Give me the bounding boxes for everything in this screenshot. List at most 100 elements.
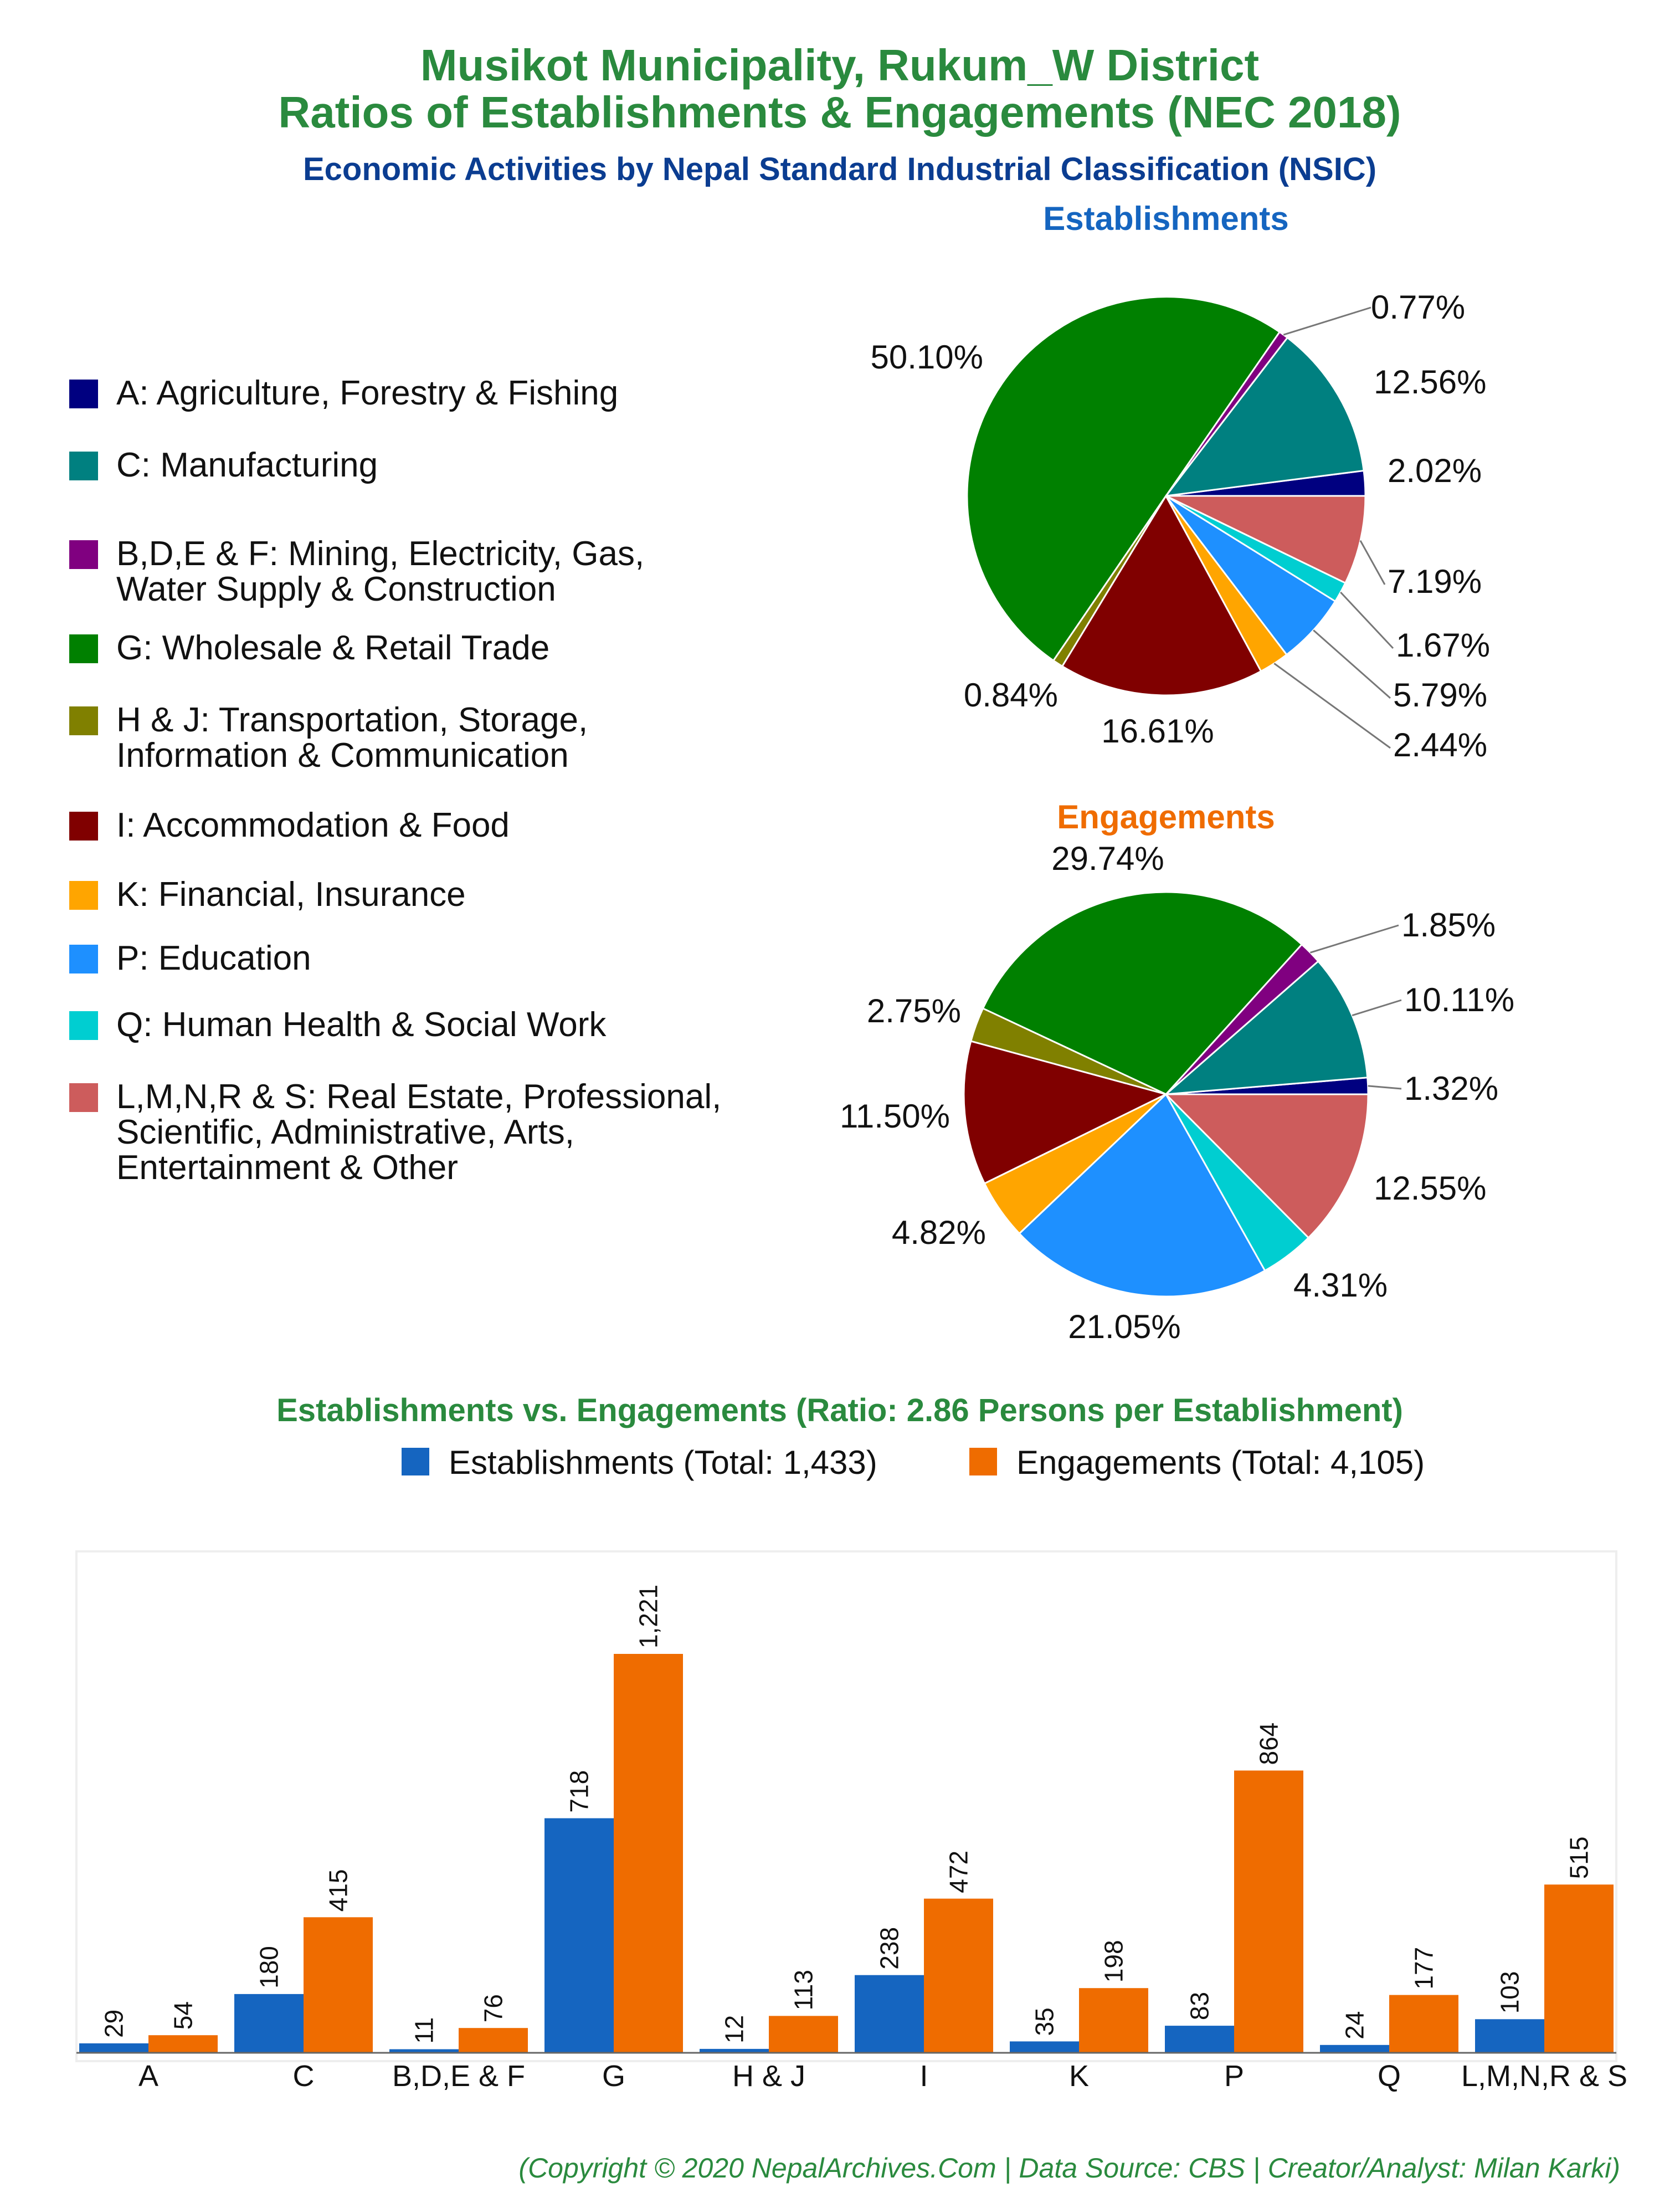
bar-engagements-c	[304, 1917, 373, 2053]
pie-slice-l-m-n-r-s	[1165, 495, 1366, 585]
bar-establishments-c	[234, 1994, 304, 2053]
engagements-pie-title: Engagements	[1057, 798, 1275, 836]
bar-establishments-i	[855, 1975, 924, 2053]
chart-subtitle: Economic Activities by Nepal Standard In…	[303, 151, 1376, 187]
chart-title-line-2: Ratios of Establishments & Engagements (…	[278, 88, 1401, 137]
pct-label-b-d-e-f: 1.85%	[1401, 906, 1496, 944]
pct-label-a: 1.32%	[1404, 1070, 1498, 1107]
pie-slice-i	[963, 1040, 1169, 1185]
legend-swatch-h-j	[69, 706, 98, 735]
x-tick-q: Q	[1378, 2059, 1401, 2093]
bar-value-engagements-a: 54	[169, 2001, 198, 2030]
copyright-footer: (Copyright © 2020 NepalArchives.Com | Da…	[518, 2153, 1620, 2184]
x-tick-h-j: H & J	[732, 2059, 805, 2093]
pct-label-p: 5.79%	[1393, 677, 1487, 714]
bar-value-establishments-g: 718	[565, 1770, 594, 1813]
bar-value-engagements-i: 472	[944, 1851, 973, 1893]
bar-value-establishments-l-m-n-r-s: 103	[1496, 1971, 1524, 2014]
pct-label-k: 2.44%	[1393, 726, 1487, 764]
legend-swatch-l-m-n-r-s	[69, 1083, 98, 1112]
bar-plot-area	[75, 1550, 1617, 2062]
leader-line-a	[1368, 1085, 1402, 1090]
leader-line-l-m-n-r-s	[1359, 540, 1386, 585]
establishments-pie-title: Establishments	[1043, 200, 1288, 237]
bar-chart: 29 54 A 180 415 C 11 76 B,D,E & F 718 1,221 G 12 113 H…	[76, 1585, 1627, 2093]
legend-label-i: I: Accommodation & Food	[116, 806, 510, 844]
bar-value-engagements-q: 177	[1410, 1947, 1438, 1990]
bar-value-establishments-p: 83	[1185, 1992, 1214, 2020]
legend-label-g: G: Wholesale & Retail Trade	[116, 629, 549, 667]
bar-legend-label-establishments: Establishments (Total: 1,433)	[449, 1444, 877, 1481]
bar-value-engagements-h-j: 113	[789, 1970, 818, 2010]
bar-engagements-i	[924, 1898, 993, 2053]
legend-swatch-q	[69, 1011, 98, 1040]
pie-slice-l-m-n-r-s	[1164, 1093, 1369, 1239]
bar-engagements-h-j	[769, 2016, 838, 2053]
bar-value-engagements-b-d-e-f: 76	[479, 1994, 508, 2022]
pie-slice-g	[966, 296, 1281, 662]
legend-swatch-k	[69, 881, 98, 910]
bar-value-establishments-k: 35	[1030, 2007, 1059, 2036]
pie-slice-p	[1018, 1093, 1266, 1298]
bar-value-establishments-i: 238	[875, 1927, 904, 1970]
bar-establishments-l-m-n-r-s	[1475, 2019, 1544, 2053]
x-tick-k: K	[1069, 2059, 1089, 2093]
pie-slice-c	[1164, 336, 1365, 497]
bar-value-establishments-h-j: 12	[720, 2015, 749, 2043]
pct-label-c: 12.56%	[1374, 363, 1487, 401]
bar-engagements-a	[148, 2035, 218, 2053]
bar-value-engagements-l-m-n-r-s: 515	[1565, 1837, 1594, 1879]
pct-label-h-j: 0.84%	[964, 677, 1058, 714]
legend-label-k: K: Financial, Insurance	[116, 875, 466, 914]
legend-swatch-c	[69, 452, 98, 480]
leader-line-q	[1340, 591, 1394, 649]
pct-label-h-j: 2.75%	[867, 992, 961, 1029]
bar-establishments-k	[1010, 2041, 1079, 2053]
pct-label-l-m-n-r-s: 7.19%	[1388, 563, 1482, 600]
bar-engagements-p	[1234, 1770, 1303, 2053]
x-tick-b-d-e-f: B,D,E & F	[392, 2059, 525, 2093]
legend-swatch-a	[69, 380, 98, 408]
legend-label-c: C: Manufacturing	[116, 446, 378, 484]
legend-swatch-g	[69, 634, 98, 663]
pie-slice-i	[1061, 494, 1262, 696]
x-tick-p: P	[1224, 2059, 1244, 2093]
bar-establishments-g	[544, 1818, 614, 2053]
bar-value-establishments-a: 29	[100, 2010, 129, 2038]
x-tick-c: C	[293, 2059, 315, 2093]
bar-engagements-k	[1079, 1988, 1148, 2053]
bar-establishments-a	[79, 2043, 148, 2053]
x-tick-i: I	[919, 2059, 928, 2093]
chart-title-line-1: Musikot Municipality, Rukum_W District	[420, 40, 1259, 90]
x-tick-a: A	[138, 2059, 158, 2093]
pct-label-i: 11.50%	[840, 1098, 950, 1135]
legend-label-h-j: H & J: Transportation, Storage, Informati…	[116, 701, 588, 775]
leader-line-b-d-e-f	[1283, 306, 1371, 336]
pct-label-g: 50.10%	[871, 339, 984, 376]
bar-legend-swatch-establishments	[402, 1448, 429, 1475]
bar-legend-label-engagements: Engagements (Total: 4,105)	[1016, 1444, 1425, 1481]
pct-label-l-m-n-r-s: 12.55%	[1374, 1170, 1487, 1207]
pie-slice-p	[1165, 495, 1337, 656]
pct-label-b-d-e-f: 0.77%	[1371, 289, 1465, 326]
leader-line-k	[1273, 663, 1391, 749]
engagements-pie-chart: Engagements 1.32% 10.11% 1.85% 29.74% 2.75% 1…	[840, 798, 1514, 1345]
bar-engagements-b-d-e-f	[459, 2028, 528, 2053]
bar-value-engagements-p: 864	[1255, 1723, 1283, 1765]
leader-line-b-d-e-f	[1309, 924, 1399, 954]
legend-swatch-b-d-e-f	[69, 540, 98, 569]
bar-value-establishments-c: 180	[255, 1946, 284, 1989]
pct-label-a: 2.02%	[1388, 452, 1482, 489]
bar-establishments-q	[1320, 2045, 1389, 2053]
bar-value-engagements-g: 1,221	[634, 1585, 663, 1648]
legend-label-a: A: Agriculture, Forestry & Fishing	[116, 374, 618, 412]
pct-label-k: 4.82%	[892, 1214, 986, 1251]
pct-label-c: 10.11%	[1404, 981, 1514, 1018]
bar-value-engagements-c: 415	[324, 1869, 353, 1912]
bar-value-engagements-k: 198	[1100, 1940, 1128, 1982]
pie-slice-g	[982, 891, 1303, 1095]
bar-engagements-l-m-n-r-s	[1544, 1884, 1614, 2053]
pie-slice-c	[1163, 960, 1369, 1095]
pct-label-i: 16.61%	[1101, 713, 1214, 750]
